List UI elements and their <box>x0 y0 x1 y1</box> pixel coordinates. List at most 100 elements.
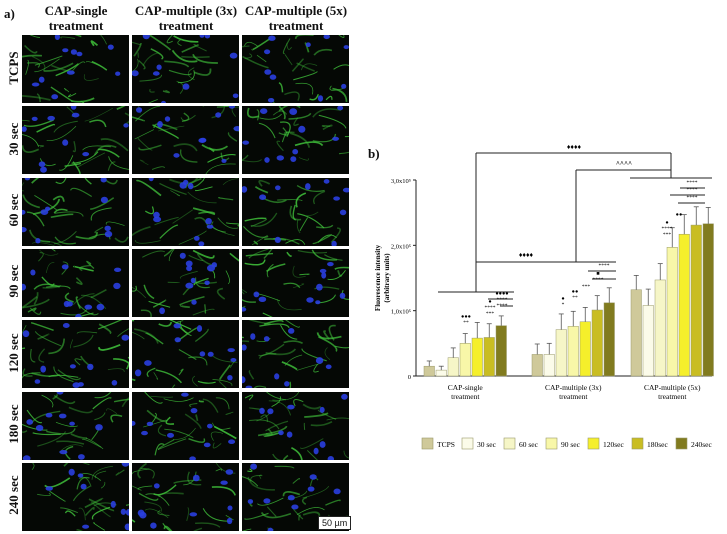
significance-symbol: ** <box>572 295 578 301</box>
row-label-tcps: TCPS <box>6 51 21 85</box>
bar <box>495 325 507 377</box>
significance-symbol: ●●●● <box>495 291 508 297</box>
row-label-60sec: 60 sec <box>6 193 21 227</box>
legend-swatch <box>461 437 474 450</box>
scale-bar: 50 µm <box>318 516 352 530</box>
group-label: CAP-multiple (5x) <box>644 383 701 392</box>
bar <box>630 289 642 377</box>
column-header-line: CAP-multiple (5x) <box>244 3 348 18</box>
y-axis-label: (arbitrary units) <box>383 253 391 303</box>
significance-symbol: **** <box>593 277 604 283</box>
legend-swatch <box>503 437 516 450</box>
significance-symbol: ●● <box>572 289 579 295</box>
y-tick-label: 1,0x10⁵ <box>391 309 411 316</box>
panel-b-label: b) <box>368 146 380 161</box>
micrograph-tile <box>22 248 129 317</box>
row-label-120sec: 120 sec <box>6 333 21 373</box>
column-header-line: treatment <box>158 18 214 33</box>
significance-symbol: ●●● <box>461 314 471 320</box>
bar <box>666 247 678 377</box>
significance-symbol: ■ <box>596 271 599 277</box>
bar <box>702 223 714 377</box>
bar <box>690 224 702 377</box>
micrograph-tile <box>132 106 239 175</box>
bar <box>603 302 615 377</box>
column-header-single: CAP-single treatment <box>22 3 130 33</box>
bar <box>423 365 435 377</box>
significance-symbol: ♦♦♦♦ <box>519 251 534 259</box>
micrograph-tile <box>132 320 239 389</box>
significance-symbol: **** <box>485 305 496 311</box>
micrograph-tile <box>242 177 349 246</box>
column-header-line: treatment <box>268 18 324 33</box>
legend-swatch <box>631 437 644 450</box>
y-tick-label: 2,0x10⁵ <box>391 243 411 250</box>
group-label: CAP-multiple (3x) <box>545 383 602 392</box>
column-header-line: CAP-multiple (3x) <box>134 3 238 18</box>
legend-label: TCPS <box>437 440 455 449</box>
significance-symbol: *** <box>486 311 495 317</box>
significance-symbol: **** <box>687 195 698 201</box>
bar <box>567 326 579 377</box>
bar <box>447 357 459 377</box>
significance-symbol: ** <box>463 320 469 326</box>
significance-symbol: *** <box>663 232 672 238</box>
row-label-180sec: 180 sec <box>6 404 21 444</box>
legend-swatch <box>587 437 600 450</box>
significance-symbol: ^^^^ <box>616 160 632 168</box>
bar <box>483 337 495 377</box>
row-label-240sec: 240 sec <box>6 475 21 515</box>
bar <box>435 369 447 377</box>
group-label: treatment <box>559 392 588 401</box>
significance-symbol: ● <box>665 220 668 226</box>
significance-symbol: *** <box>582 284 591 290</box>
panel-a-label: a) <box>4 6 15 21</box>
significance-symbol: * <box>562 302 565 308</box>
bar <box>543 354 555 377</box>
legend-swatch <box>421 437 434 450</box>
micrograph-tile <box>22 462 129 531</box>
legend-label: 30 sec <box>477 440 497 449</box>
row-label-30sec: 30 sec <box>6 122 21 156</box>
micrograph-tile <box>22 35 129 103</box>
bar-chart: 0 1,0x10⁵ 2,0x10⁵ 3,0x10⁵ Fluorescence inten… <box>374 143 714 450</box>
y-tick-label: 3,0x10⁵ <box>391 178 411 185</box>
legend-label: 90 sec <box>561 440 581 449</box>
micrograph-tile <box>132 177 239 246</box>
micrograph-tile <box>22 177 129 246</box>
column-header-multiple-5x: CAP-multiple (5x) treatment <box>242 3 350 33</box>
bar <box>678 233 690 377</box>
micrograph-tile <box>22 320 129 389</box>
significance-symbol: ● <box>561 296 564 302</box>
column-header-multiple-3x: CAP-multiple (3x) treatment <box>132 3 240 33</box>
micrograph-tile <box>132 462 239 531</box>
significance-symbol: ●● <box>676 212 683 218</box>
micrograph-tile <box>242 106 349 175</box>
group-label: treatment <box>451 392 480 401</box>
micrograph-tile <box>22 106 129 175</box>
y-tick-label: 0 <box>408 374 411 381</box>
legend-swatch <box>675 437 688 450</box>
y-axis-label: Fluorescence intensity <box>374 244 382 311</box>
legend-label: 120sec <box>603 440 624 449</box>
bar <box>579 321 591 377</box>
significance-symbol: ♦♦♦♦ <box>567 143 582 151</box>
significance-symbol: **** <box>687 180 698 186</box>
significance-symbol: **** <box>497 303 508 309</box>
significance-symbol: **** <box>497 297 508 303</box>
bar <box>555 329 567 377</box>
group-label: treatment <box>658 392 687 401</box>
bar <box>654 279 666 377</box>
legend-label: 180sec <box>647 440 668 449</box>
column-header-line: treatment <box>48 18 104 33</box>
bar <box>591 309 603 377</box>
micrograph-tile <box>132 35 239 103</box>
bar <box>471 337 483 377</box>
group-label: CAP-single <box>448 383 484 392</box>
micrograph-tile <box>242 320 349 389</box>
significance-symbol: **** <box>662 226 673 232</box>
legend-label: 60 sec <box>519 440 539 449</box>
significance-symbol: **** <box>687 187 698 193</box>
micrograph-tile <box>242 248 349 317</box>
micrograph-tile <box>242 391 349 460</box>
